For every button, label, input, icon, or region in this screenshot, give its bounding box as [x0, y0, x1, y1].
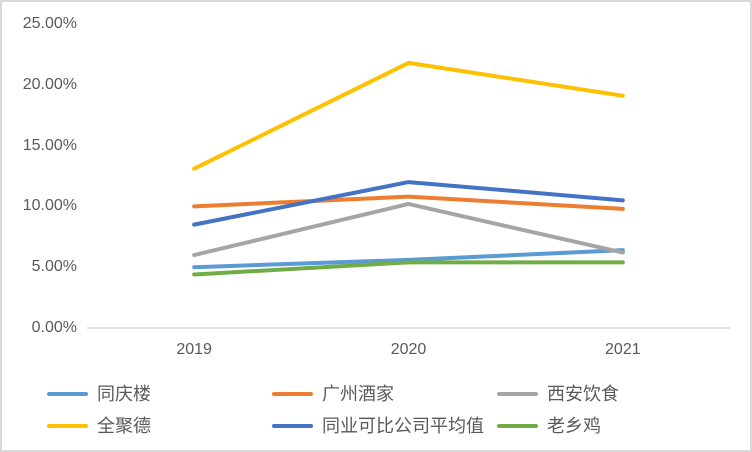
legend-item: 同业可比公司平均值: [272, 415, 484, 437]
legend-item: 老乡鸡: [497, 415, 601, 437]
legend-item-label: 同庆楼: [97, 384, 151, 404]
legend-item: 全聚德: [47, 415, 151, 437]
legend-line-swatch-icon: [47, 392, 88, 396]
series-line-0: [192, 248, 625, 270]
x-axis-tick-label: 2021: [605, 341, 641, 358]
legend-line-swatch-icon: [272, 424, 313, 428]
x-axis-tick-label: 2019: [176, 341, 212, 358]
legend-item: 广州酒家: [272, 383, 394, 405]
y-axis-tick-label: 10.00%: [22, 197, 77, 215]
y-axis-tick-label: 15.00%: [22, 136, 77, 154]
legend-item: 同庆楼: [47, 383, 151, 405]
legend-item-label: 广州酒家: [322, 384, 394, 404]
y-axis-tick-label: 20.00%: [22, 75, 77, 93]
legend-item-label: 老乡鸡: [547, 416, 601, 436]
series-line-2: [192, 201, 625, 258]
y-axis-tick-label: 25.00%: [22, 15, 77, 32]
legend-item: 西安饮食: [497, 383, 619, 405]
x-axis-tick-label: 2020: [390, 341, 427, 358]
legend-line-swatch-icon: [47, 424, 88, 428]
legend-line-swatch-icon: [272, 392, 313, 396]
legend-item-label: 同业可比公司平均值: [322, 416, 484, 436]
y-axis-tick-label: 0.00%: [31, 319, 77, 336]
legend-line-swatch-icon: [497, 392, 538, 396]
legend-item-label: 西安饮食: [547, 384, 619, 404]
y-axis-tick-label: 5.00%: [31, 258, 77, 276]
series-line-3: [192, 60, 625, 171]
series-line-1: [192, 194, 625, 211]
series-line-5: [192, 260, 625, 277]
legend-line-swatch-icon: [497, 424, 538, 428]
legend-item-label: 全聚德: [97, 416, 151, 436]
series-line-4: [192, 180, 625, 227]
